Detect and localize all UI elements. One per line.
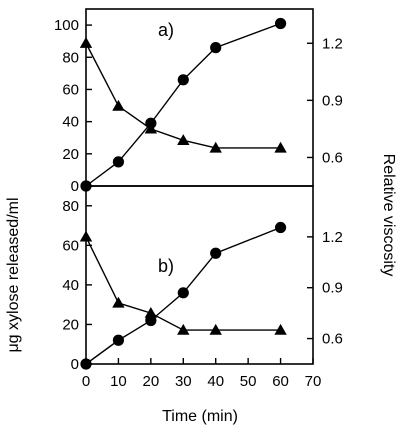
x-tick-label: 50 [240, 373, 257, 390]
xylose-point [210, 42, 222, 54]
viscosity-point [79, 230, 93, 242]
xylose-point [274, 17, 287, 30]
x-tick-label: 10 [110, 373, 127, 390]
xylose-point [112, 334, 125, 346]
x-axis-title: Time (min) [162, 408, 238, 425]
panel-b: 0 20 40 60 80 0.6 0.9 1.2 0 10 20 30 40 50 60 70 b) [62, 185, 343, 390]
left-tick-label: 20 [62, 146, 79, 163]
right-tick-label: 1.2 [322, 229, 343, 246]
viscosity-point [274, 323, 287, 335]
x-tick-label: 70 [305, 373, 322, 390]
left-tick-label: 0 [71, 178, 79, 195]
right-tick-label: 0.9 [322, 92, 343, 109]
panel-b-frame [85, 185, 314, 365]
xylose-point [80, 358, 92, 370]
viscosity-line [85, 236, 281, 331]
left-tick-label: 80 [62, 198, 79, 215]
right-tick-label: 1.2 [322, 35, 343, 52]
viscosity-point [177, 323, 190, 335]
xylose-point [177, 287, 189, 299]
right-tick-label: 0.6 [322, 149, 343, 166]
left-tick-label: 0 [71, 356, 79, 373]
viscosity-point [209, 141, 222, 153]
left-tick-label: 80 [62, 49, 79, 66]
left-tick-label: 100 [54, 17, 79, 34]
xylose-point [210, 247, 222, 259]
viscosity-point [274, 141, 287, 153]
viscosity-point [209, 323, 222, 335]
left-tick-label: 20 [62, 316, 79, 333]
viscosity-point [79, 37, 93, 48]
left-tick-label: 60 [62, 237, 79, 254]
xylose-point [274, 221, 287, 234]
xylose-point [177, 74, 189, 86]
x-tick-label: 40 [207, 373, 224, 390]
viscosity-point [177, 134, 190, 145]
left-tick-label: 40 [62, 277, 79, 294]
x-tick-label: 30 [175, 373, 192, 390]
viscosity-point [144, 306, 158, 318]
left-axis-title: μg xylose released/ml [5, 197, 22, 352]
left-tick-label: 60 [62, 81, 79, 98]
viscosity-line [85, 42, 281, 149]
panel-a: 0 20 40 60 80 100 0.6 0.9 1.2 a) [54, 8, 343, 195]
panel-label: b) [158, 256, 174, 276]
right-axis-title: Relative viscosity [380, 154, 397, 277]
x-tick-label: 0 [82, 373, 90, 390]
panel-label: a) [158, 20, 174, 40]
left-tick-label: 40 [62, 114, 79, 131]
right-tick-label: 0.6 [322, 331, 343, 348]
viscosity-point [112, 296, 125, 308]
right-tick-label: 0.9 [322, 280, 343, 297]
x-tick-label: 20 [143, 373, 160, 390]
xylose-line [85, 22, 281, 187]
xylose-line [85, 226, 281, 365]
viscosity-point [112, 99, 125, 111]
viscosity-point [144, 122, 158, 134]
x-tick-label: 60 [272, 373, 289, 390]
chart-panels: 0204060801000.60.91.2a)0204060800.60.91.… [54, 8, 343, 390]
xylose-point [112, 156, 125, 168]
